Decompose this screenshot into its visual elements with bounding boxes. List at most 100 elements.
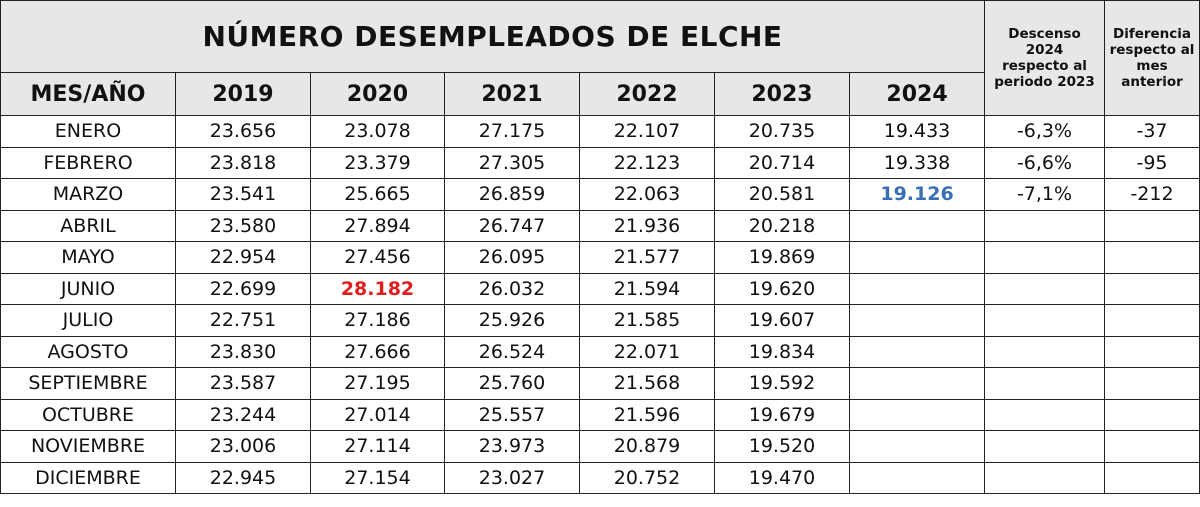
table-cell: 21.936 — [579, 209, 715, 242]
table-cell: 19.470 — [714, 461, 850, 494]
table-cell: 27.666 — [310, 335, 445, 368]
table-cell: 27.456 — [310, 241, 445, 274]
table-cell: 25.557 — [444, 398, 580, 431]
data-row: OCTUBRE 23.244 27.014 25.557 21.596 19.679 — [0, 398, 1200, 431]
table-cell: 20.735 — [714, 115, 850, 148]
table-cell: 21.596 — [579, 398, 715, 431]
column-header: 2024 — [848, 72, 986, 116]
table-cell: 22.107 — [579, 115, 715, 148]
table-cell: 25.665 — [310, 178, 445, 211]
table-cell: 27.195 — [310, 367, 445, 400]
table-cell: 19.592 — [714, 367, 850, 400]
table-cell: -6,3% — [984, 115, 1106, 148]
data-row: MAYO 22.954 27.456 26.095 21.577 19.869 — [0, 241, 1200, 274]
table-cell: 22.063 — [579, 178, 715, 211]
data-row: ABRIL 23.580 27.894 26.747 21.936 20.218 — [0, 209, 1200, 242]
unemployment-table: NÚMERO DESEMPLEADOS DE ELCHE Descenso 202… — [0, 0, 1200, 494]
table-cell — [848, 430, 986, 463]
table-cell: -7,1% — [984, 178, 1106, 211]
table-cell — [848, 304, 986, 337]
table-cell — [848, 335, 986, 368]
table-cell: 25.926 — [444, 304, 580, 337]
table-cell: 20.581 — [714, 178, 850, 211]
data-row: JUNIO 22.699 28.182 26.032 21.594 19.620 — [0, 272, 1200, 305]
table-cell: 26.032 — [444, 272, 580, 305]
month-cell: FEBRERO — [0, 146, 176, 179]
table-cell: 23.006 — [175, 430, 311, 463]
table-cell: 23.818 — [175, 146, 311, 179]
month-cell: MAYO — [0, 241, 176, 274]
table-cell: 27.186 — [310, 304, 445, 337]
table-cell: 22.123 — [579, 146, 715, 179]
title-row: NÚMERO DESEMPLEADOS DE ELCHE Descenso 202… — [0, 0, 1200, 116]
table-cell — [984, 335, 1106, 368]
table-cell — [1104, 398, 1200, 431]
table-cell: 23.580 — [175, 209, 311, 242]
table-cell: 26.524 — [444, 335, 580, 368]
month-cell: SEPTIEMBRE — [0, 367, 176, 400]
table-cell: 23.587 — [175, 367, 311, 400]
table-cell: 23.244 — [175, 398, 311, 431]
table-cell — [984, 367, 1106, 400]
table-cell: 23.027 — [444, 461, 580, 494]
table-cell: 19.869 — [714, 241, 850, 274]
data-row: MARZO 23.541 25.665 26.859 22.063 20.581 19.12… — [0, 178, 1200, 211]
column-header: 2020 — [310, 72, 445, 116]
table-cell: -212 — [1104, 178, 1200, 211]
month-cell: NOVIEMBRE — [0, 430, 176, 463]
column-header: 2023 — [714, 72, 850, 116]
table-cell: 27.894 — [310, 209, 445, 242]
data-row: SEPTIEMBRE 23.587 27.195 25.760 21.568 19.592 — [0, 367, 1200, 400]
table-cell: 22.945 — [175, 461, 311, 494]
data-row: ENERO 23.656 23.078 27.175 22.107 20.735 19.43… — [0, 115, 1200, 148]
table-cell — [1104, 304, 1200, 337]
table-cell: 19.433 — [848, 115, 986, 148]
data-row: FEBRERO 23.818 23.379 27.305 22.123 20.714 19.… — [0, 146, 1200, 179]
table-cell — [848, 398, 986, 431]
table-cell: 20.752 — [579, 461, 715, 494]
table-cell — [984, 461, 1106, 494]
table-cell: -37 — [1104, 115, 1200, 148]
header-row: MES/AÑO 2019 2020 2021 2022 2023 2024 — [0, 72, 1200, 116]
table-cell: 20.218 — [714, 209, 850, 242]
extra-header: Descenso 2024 respecto al periodo 2023 — [984, 0, 1106, 116]
table-cell — [1104, 367, 1200, 400]
extra-header: Diferencia respecto al mes anterior — [1104, 0, 1200, 116]
table-cell — [848, 209, 986, 242]
table-cell: 27.305 — [444, 146, 580, 179]
table-cell: 21.594 — [579, 272, 715, 305]
table-cell: 23.541 — [175, 178, 311, 211]
table-cell: 21.568 — [579, 367, 715, 400]
table-cell: 27.114 — [310, 430, 445, 463]
table-cell: 23.078 — [310, 115, 445, 148]
column-header: 2022 — [579, 72, 715, 116]
table-cell — [984, 304, 1106, 337]
table-cell — [984, 272, 1106, 305]
table-cell: 26.859 — [444, 178, 580, 211]
table-cell — [848, 461, 986, 494]
table-title: NÚMERO DESEMPLEADOS DE ELCHE — [0, 0, 986, 73]
table-cell: 19.126 — [848, 178, 986, 211]
month-cell: MARZO — [0, 178, 176, 211]
table-body: NÚMERO DESEMPLEADOS DE ELCHE Descenso 202… — [0, 0, 1200, 494]
data-row: AGOSTO 23.830 27.666 26.524 22.071 19.834 — [0, 335, 1200, 368]
table-cell: 19.520 — [714, 430, 850, 463]
table-cell: 20.879 — [579, 430, 715, 463]
table-cell: 27.154 — [310, 461, 445, 494]
table-cell: 26.095 — [444, 241, 580, 274]
table-cell: 19.607 — [714, 304, 850, 337]
column-header: MES/AÑO — [0, 72, 176, 116]
month-cell: JULIO — [0, 304, 176, 337]
table-cell — [1104, 335, 1200, 368]
table-cell: 19.834 — [714, 335, 850, 368]
data-row: NOVIEMBRE 23.006 27.114 23.973 20.879 19.520 — [0, 430, 1200, 463]
table-cell: 23.656 — [175, 115, 311, 148]
table-cell: 27.014 — [310, 398, 445, 431]
month-cell: JUNIO — [0, 272, 176, 305]
table-cell: 19.338 — [848, 146, 986, 179]
table-cell — [984, 398, 1106, 431]
table-cell: 19.679 — [714, 398, 850, 431]
data-row: DICIEMBRE 22.945 27.154 23.027 20.752 19.470 — [0, 461, 1200, 494]
table-cell: 21.585 — [579, 304, 715, 337]
